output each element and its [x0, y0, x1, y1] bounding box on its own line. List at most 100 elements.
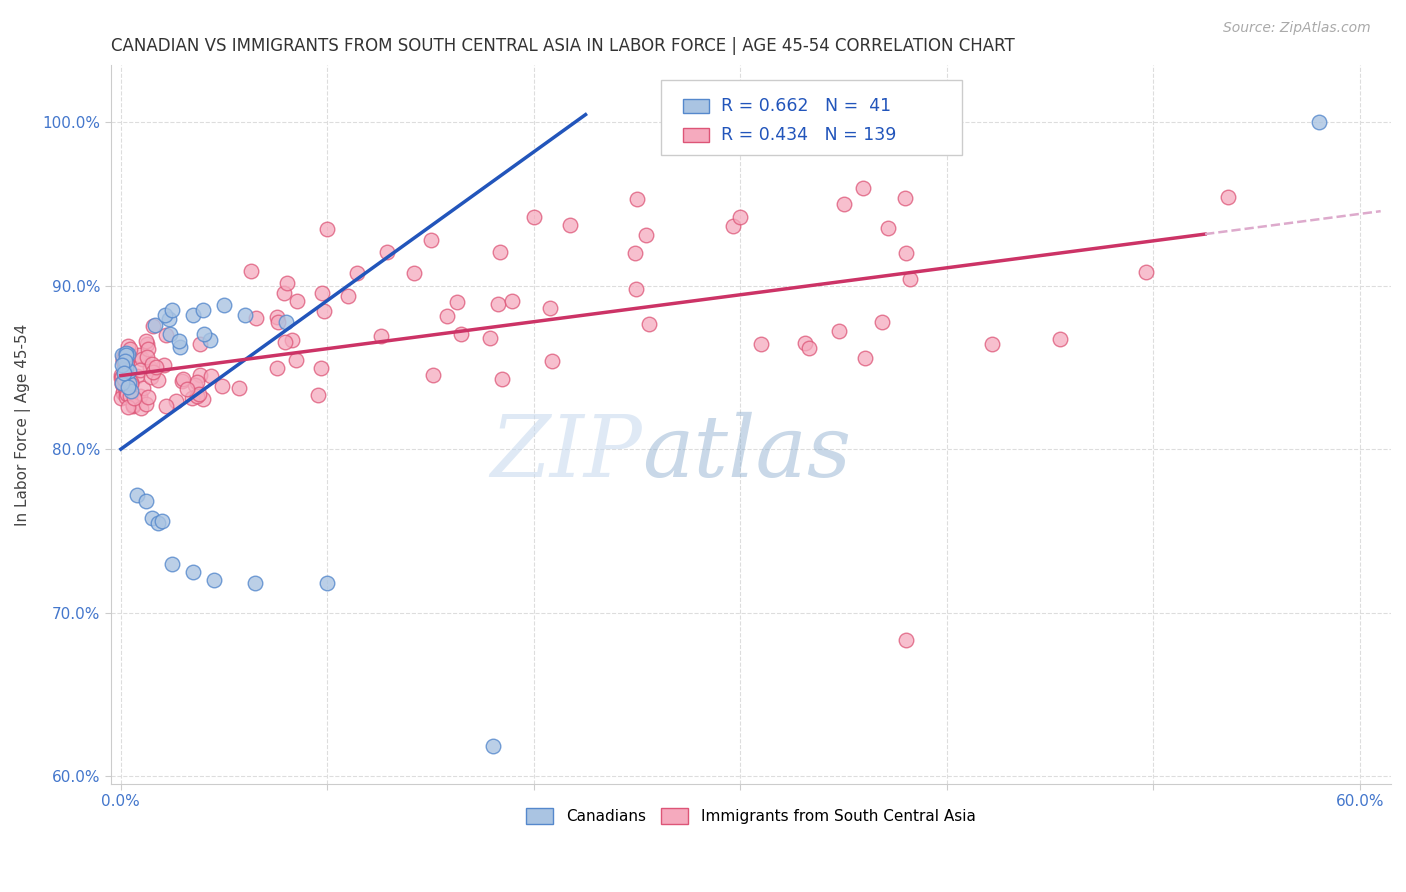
Point: [112, 384, 135, 399]
Point: [167, 334, 190, 349]
Point: [307, 388, 329, 402]
Point: [142, 319, 165, 334]
Point: [141, 510, 163, 524]
Point: [285, 293, 308, 308]
Point: [135, 334, 157, 349]
Point: [314, 303, 336, 318]
Point: [120, 375, 142, 389]
Point: [894, 191, 917, 205]
Point: [112, 366, 135, 380]
Point: [117, 339, 139, 353]
Point: [181, 565, 204, 579]
Point: [115, 354, 138, 368]
Point: [114, 355, 136, 369]
Point: [186, 389, 208, 403]
Text: CANADIAN VS IMMIGRANTS FROM SOUTH CENTRAL ASIA IN LABOR FORCE | AGE 45-54 CORREL: CANADIAN VS IMMIGRANTS FROM SOUTH CENTRA…: [111, 37, 1014, 55]
Point: [114, 364, 136, 378]
Point: [186, 375, 208, 389]
Point: [309, 360, 332, 375]
Point: [723, 219, 745, 233]
Point: [422, 368, 444, 383]
Point: [142, 365, 165, 379]
Point: [122, 392, 145, 406]
Point: [131, 352, 153, 367]
Point: [188, 337, 211, 351]
Point: [112, 358, 135, 372]
Text: Source: ZipAtlas.com: Source: ZipAtlas.com: [1223, 21, 1371, 35]
Point: [114, 379, 136, 393]
Point: [115, 354, 138, 368]
Point: [198, 333, 221, 347]
Point: [129, 362, 152, 376]
Point: [112, 355, 135, 369]
Point: [112, 350, 135, 364]
Point: [749, 337, 772, 351]
Point: [115, 348, 138, 362]
Point: [110, 370, 132, 384]
Point: [558, 218, 581, 232]
Point: [245, 310, 267, 325]
Point: [375, 245, 398, 260]
Point: [212, 298, 235, 312]
Point: [117, 379, 139, 393]
Point: [129, 401, 152, 415]
Point: [115, 385, 138, 400]
Point: [634, 228, 657, 243]
Point: [346, 266, 368, 280]
Point: [191, 392, 214, 406]
Point: [155, 328, 177, 343]
Point: [233, 308, 256, 322]
Point: [404, 266, 426, 280]
Point: [316, 221, 339, 235]
Point: [120, 342, 142, 356]
Point: [172, 374, 194, 388]
Point: [276, 276, 298, 290]
Point: [112, 373, 135, 387]
Point: [114, 354, 136, 368]
Point: [181, 308, 204, 322]
Point: [118, 363, 141, 377]
Point: [115, 386, 138, 401]
Point: [898, 271, 921, 285]
Point: [491, 371, 513, 385]
Point: [894, 633, 917, 648]
Point: [141, 370, 163, 384]
Point: [112, 386, 135, 401]
Point: [876, 221, 898, 235]
Point: [146, 516, 169, 530]
Point: [117, 347, 139, 361]
Point: [111, 377, 134, 392]
Point: [193, 303, 215, 318]
Point: [120, 376, 142, 391]
Point: [187, 386, 209, 401]
Point: [180, 391, 202, 405]
Point: [274, 334, 297, 349]
Point: [828, 325, 851, 339]
Point: [436, 310, 458, 324]
Point: [111, 350, 134, 364]
Point: [136, 336, 159, 351]
Point: [111, 369, 134, 384]
Point: [481, 739, 503, 754]
Point: [114, 371, 136, 385]
Point: [127, 368, 149, 383]
Point: [145, 360, 167, 375]
Point: [114, 367, 136, 381]
Point: [115, 358, 138, 372]
Point: [190, 368, 212, 383]
Point: [121, 398, 143, 412]
Bar: [683, 128, 709, 142]
Point: [832, 197, 855, 211]
Point: [115, 390, 138, 404]
Point: [150, 514, 173, 528]
Point: [110, 391, 132, 405]
Point: [114, 378, 136, 392]
Point: [110, 358, 132, 372]
Point: [370, 328, 392, 343]
Point: [112, 372, 135, 386]
Point: [135, 350, 157, 364]
Point: [894, 246, 917, 260]
Point: [111, 353, 134, 368]
Point: [114, 359, 136, 374]
Point: [120, 384, 142, 398]
